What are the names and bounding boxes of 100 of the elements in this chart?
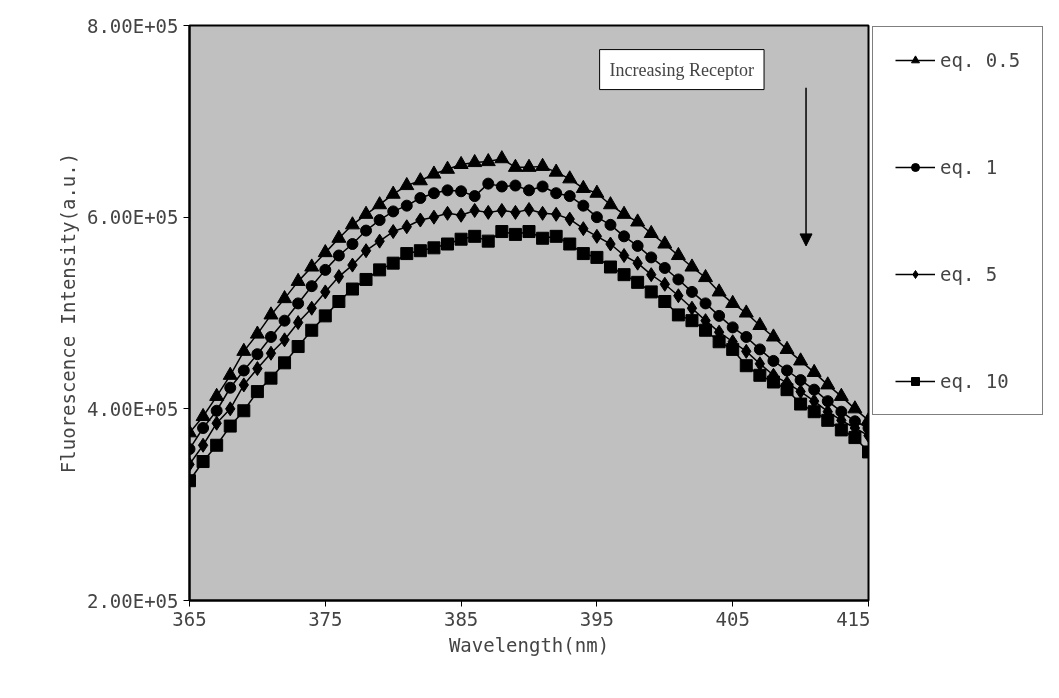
point <box>602 196 618 210</box>
point <box>331 229 347 243</box>
point <box>455 207 467 223</box>
point <box>344 216 360 230</box>
point <box>373 263 387 277</box>
point <box>577 199 590 212</box>
point <box>726 342 740 356</box>
point <box>847 400 863 414</box>
point <box>263 306 279 320</box>
point <box>237 404 251 418</box>
point <box>590 250 604 264</box>
point <box>591 228 603 244</box>
point <box>332 249 345 262</box>
point <box>428 209 440 225</box>
point <box>563 237 577 251</box>
point <box>631 239 644 252</box>
point <box>821 395 834 408</box>
annotation: Increasing Receptor <box>609 59 755 80</box>
point <box>684 258 700 272</box>
point <box>386 256 400 270</box>
legend-label: eq. 5 <box>940 263 998 285</box>
point <box>711 283 727 297</box>
y-tick-label: 4.00E+05 <box>86 397 179 420</box>
point <box>726 321 739 334</box>
point <box>494 150 510 164</box>
point <box>400 247 414 261</box>
point <box>699 297 712 310</box>
point <box>427 241 441 255</box>
point <box>292 315 304 331</box>
point <box>412 172 428 186</box>
point <box>522 225 536 239</box>
point <box>548 163 564 177</box>
point <box>427 187 440 200</box>
x-tick-label: 395 <box>579 607 615 630</box>
point <box>387 205 400 218</box>
point <box>699 323 713 337</box>
point <box>793 352 809 366</box>
point <box>698 268 714 283</box>
point <box>603 260 617 274</box>
point <box>562 170 578 184</box>
point <box>523 184 535 197</box>
point <box>563 190 576 203</box>
point <box>508 227 522 241</box>
point <box>291 340 305 354</box>
y-tick-label: 6.00E+05 <box>86 206 179 229</box>
x-tick-label: 405 <box>715 607 750 630</box>
point <box>440 160 456 174</box>
point <box>631 275 645 289</box>
point <box>550 206 562 222</box>
point <box>264 371 278 385</box>
point <box>495 225 509 239</box>
point <box>820 376 836 390</box>
legend-label: eq. 0.5 <box>940 49 1021 71</box>
point <box>794 397 808 411</box>
point <box>712 335 726 349</box>
point <box>507 158 523 172</box>
point <box>808 383 821 396</box>
point <box>251 348 264 361</box>
point <box>576 247 590 261</box>
point <box>277 290 293 304</box>
point <box>400 199 413 212</box>
point <box>441 237 455 251</box>
point <box>210 438 224 452</box>
point <box>346 238 359 250</box>
point <box>780 383 794 397</box>
point <box>250 385 264 399</box>
point <box>359 272 373 286</box>
point <box>834 423 848 437</box>
point <box>413 244 427 258</box>
point <box>292 297 305 310</box>
point <box>481 234 495 248</box>
point <box>224 381 237 394</box>
point <box>495 180 508 193</box>
point <box>616 205 632 219</box>
point <box>658 261 671 274</box>
point <box>496 202 508 218</box>
point <box>686 300 698 316</box>
point <box>305 323 319 337</box>
point <box>670 246 686 261</box>
point <box>468 190 481 203</box>
point <box>848 431 862 445</box>
point <box>195 407 211 422</box>
point <box>509 179 522 192</box>
point <box>740 330 753 343</box>
point <box>657 235 673 249</box>
point <box>590 211 603 224</box>
point <box>630 213 646 227</box>
point <box>210 404 223 417</box>
point <box>319 263 332 276</box>
point <box>618 230 631 243</box>
point <box>264 330 277 343</box>
point <box>766 375 780 389</box>
point <box>290 272 306 286</box>
point <box>467 153 483 168</box>
point <box>360 224 373 237</box>
point <box>360 243 372 259</box>
point <box>197 422 210 434</box>
point <box>265 345 277 361</box>
point <box>739 359 753 373</box>
point <box>385 185 401 199</box>
